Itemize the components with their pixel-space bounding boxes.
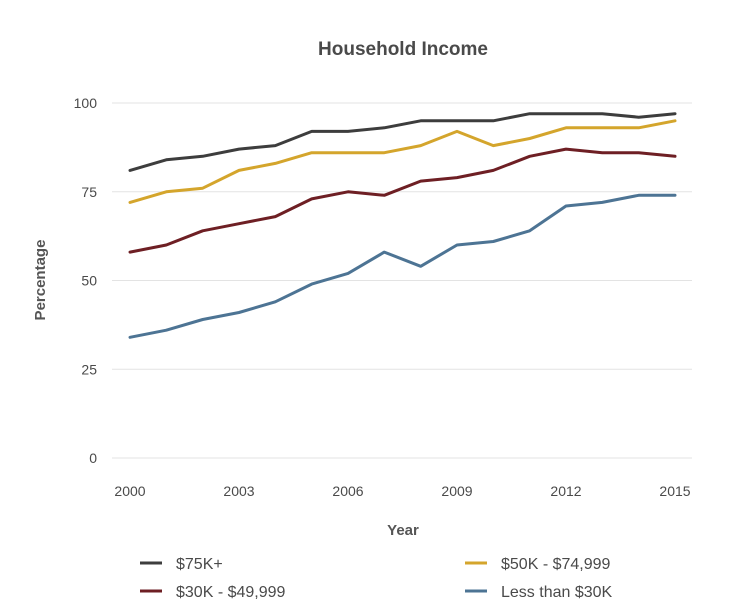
y-tick-label: 50	[81, 273, 97, 289]
series-line	[128, 147, 677, 254]
x-tick-label: 2000	[114, 483, 145, 499]
series-line	[128, 112, 677, 172]
x-tick-label: 2009	[441, 483, 472, 499]
series-line	[128, 193, 677, 339]
gridlines	[112, 102, 692, 459]
y-tick-label: 25	[81, 361, 97, 377]
legend: $75K+ $50K - $74,999 $30K - $49,999 Less th…	[140, 556, 613, 601]
x-tick-label: 2015	[659, 483, 690, 499]
legend-label: $75K+	[176, 556, 223, 573]
y-tick-label: 0	[89, 450, 97, 466]
chart-title: Household Income	[318, 39, 488, 60]
x-axis-label: Year	[387, 522, 419, 539]
x-tick-label: 2006	[332, 483, 363, 499]
x-axis-ticks: 2000 2003 2006 2009 2012 2015	[114, 483, 690, 499]
legend-label: $50K - $74,999	[501, 556, 611, 573]
x-tick-label: 2012	[550, 483, 581, 499]
x-tick-label: 2003	[223, 483, 254, 499]
series-lines	[128, 112, 677, 339]
y-tick-label: 100	[74, 95, 98, 111]
legend-label: $30K - $49,999	[176, 584, 286, 601]
legend-label: Less than $30K	[501, 584, 613, 601]
series-line	[128, 119, 677, 204]
y-tick-label: 75	[81, 184, 97, 200]
y-axis-label: Percentage	[32, 240, 49, 321]
y-axis-ticks: 0 25 50 75 100	[74, 95, 98, 466]
